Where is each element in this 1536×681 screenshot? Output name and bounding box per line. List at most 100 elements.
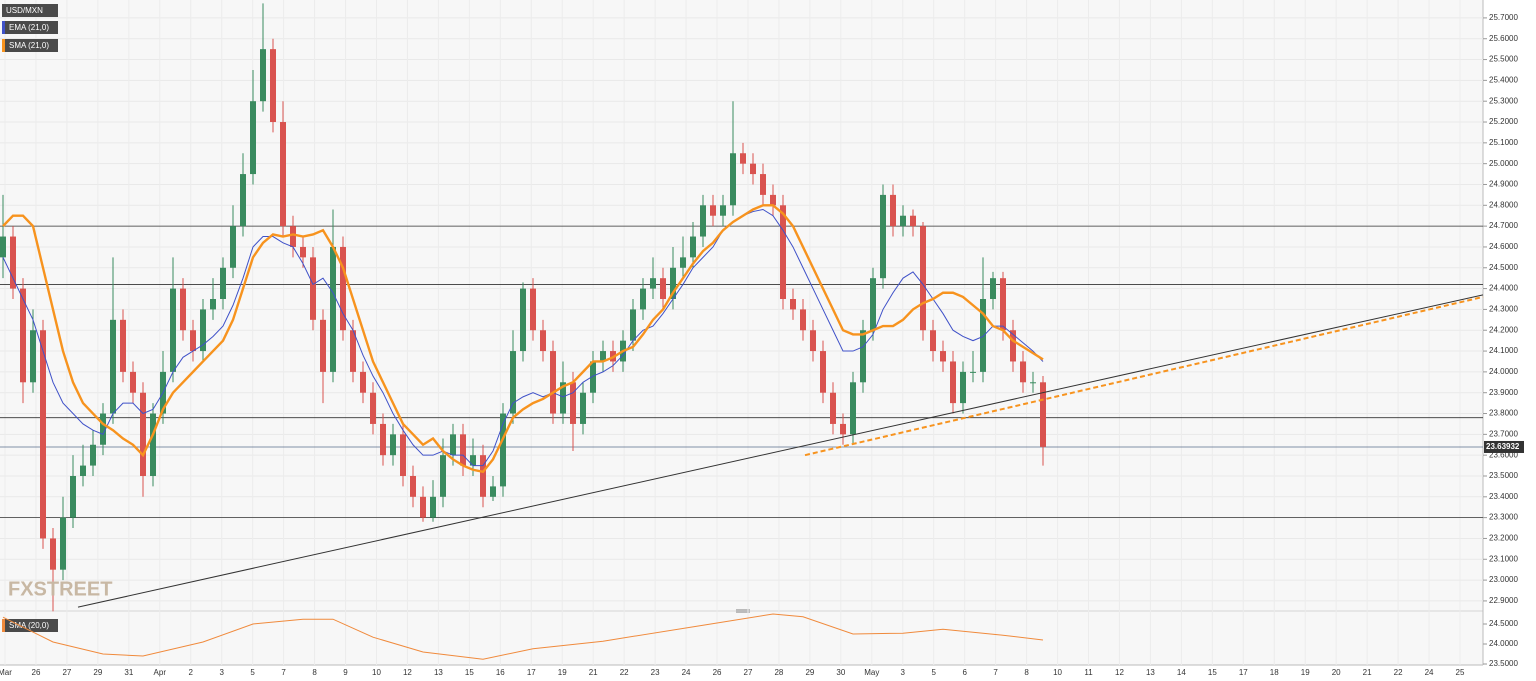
- candle-body: [330, 246, 336, 372]
- x-tick-label: 6: [962, 668, 967, 677]
- ma-line: [2, 208, 1044, 467]
- x-tick-label: 24: [1425, 668, 1434, 677]
- x-tick-label: 14: [1177, 668, 1186, 677]
- y-tick-label: 23.0000: [1489, 575, 1518, 584]
- candle-body: [650, 278, 656, 289]
- x-tick-label: 22: [1394, 668, 1403, 677]
- candle-body: [1020, 361, 1026, 383]
- x-tick-label: 9: [343, 668, 348, 677]
- candle-body: [840, 423, 846, 435]
- candle-body: [270, 49, 276, 123]
- candle-body: [430, 496, 436, 518]
- trendline: [804, 295, 1484, 457]
- candle-body: [10, 236, 16, 289]
- x-tick-label: 16: [496, 668, 505, 677]
- x-tick-label: 15: [465, 668, 474, 677]
- y-tick-label: 24.2000: [1489, 325, 1518, 334]
- candle-body: [370, 392, 376, 424]
- y-tick-label: 23.7000: [1489, 429, 1518, 438]
- candle-body: [690, 236, 696, 258]
- x-tick-label: 17: [1239, 668, 1248, 677]
- x-tick-label: 21: [589, 668, 598, 677]
- candle-body: [30, 330, 36, 383]
- candle-body: [640, 288, 646, 310]
- ma-line: [2, 204, 1044, 474]
- candle-body: [810, 330, 816, 352]
- y-tick-label: 24.9000: [1489, 180, 1518, 189]
- x-tick-label: 3: [901, 668, 906, 677]
- x-tick-label: 30: [836, 668, 845, 677]
- y-tick-label: 24.4000: [1489, 284, 1518, 293]
- candle-body: [80, 465, 86, 476]
- candle-body: [410, 475, 416, 497]
- candle-body: [600, 351, 606, 362]
- legend-box: [2, 619, 58, 632]
- y-tick-label: 24.0000: [1489, 639, 1518, 648]
- x-tick-label: 18: [1270, 668, 1279, 677]
- x-tick-label: 2: [189, 668, 194, 677]
- candle-body: [940, 351, 946, 362]
- candle-body: [700, 205, 706, 237]
- candle-body: [830, 392, 836, 424]
- candle-body: [850, 382, 856, 435]
- x-tick-label: 26: [713, 668, 722, 677]
- candle-body: [480, 455, 486, 497]
- candle-body: [550, 351, 556, 414]
- candle-body: [200, 309, 206, 352]
- candle-body: [860, 330, 866, 383]
- x-tick-label: 3: [219, 668, 224, 677]
- x-tick-label: 23: [651, 668, 660, 677]
- candle-body: [450, 434, 456, 456]
- x-tick-label: 13: [434, 668, 443, 677]
- x-tick-label: 13: [1146, 668, 1155, 677]
- candle-body: [710, 205, 716, 216]
- candle-body: [340, 246, 346, 331]
- x-tick-label: 24: [682, 668, 691, 677]
- candle-body: [1040, 382, 1046, 447]
- x-tick-label: 27: [62, 668, 71, 677]
- candle-body: [990, 278, 996, 300]
- candle-body: [390, 434, 396, 456]
- y-tick-label: 23.8000: [1489, 409, 1518, 418]
- x-tick-label: 31: [124, 668, 133, 677]
- candle-body: [110, 319, 116, 414]
- candle-body: [890, 194, 896, 227]
- candle-body: [570, 382, 576, 424]
- candle-body: [250, 101, 256, 175]
- candle-body: [560, 382, 566, 414]
- y-tick-label: 25.1000: [1489, 138, 1518, 147]
- y-tick-label: 23.1000: [1489, 554, 1518, 563]
- legend-swatch: [2, 39, 5, 52]
- y-tick-label: 23.9000: [1489, 388, 1518, 397]
- lower-sma-line: [2, 613, 1044, 660]
- candle-body: [670, 267, 676, 300]
- x-tick-label: 7: [993, 668, 998, 677]
- candle-body: [0, 236, 6, 258]
- candle-body: [900, 215, 906, 227]
- candle-body: [580, 392, 586, 424]
- x-tick-label: 25: [1456, 668, 1465, 677]
- candle-body: [180, 288, 186, 331]
- candle-body: [290, 226, 296, 247]
- y-tick-label: 22.9000: [1489, 596, 1518, 605]
- candle-body: [310, 257, 316, 320]
- candle-body: [60, 517, 66, 570]
- x-tick-label: 8: [312, 668, 317, 677]
- y-tick-label: 24.7000: [1489, 221, 1518, 230]
- candle-body: [240, 174, 246, 227]
- x-tick-label: 27: [744, 668, 753, 677]
- x-tick-label: 26: [32, 668, 41, 677]
- y-tick-label: 25.7000: [1489, 13, 1518, 22]
- candle-body: [350, 330, 356, 372]
- last-price-box: [1484, 440, 1524, 453]
- x-tick-label: 29: [805, 668, 814, 677]
- candle-body: [870, 278, 876, 331]
- candle-body: [20, 288, 26, 383]
- candle-body: [120, 319, 126, 372]
- x-tick-label: 21: [1363, 668, 1372, 677]
- x-tick-label: 8: [1024, 668, 1029, 677]
- y-tick-label: 24.3000: [1489, 305, 1518, 314]
- candle-body: [220, 267, 226, 300]
- legend-box: [2, 4, 58, 17]
- x-tick-label: 22: [620, 668, 629, 677]
